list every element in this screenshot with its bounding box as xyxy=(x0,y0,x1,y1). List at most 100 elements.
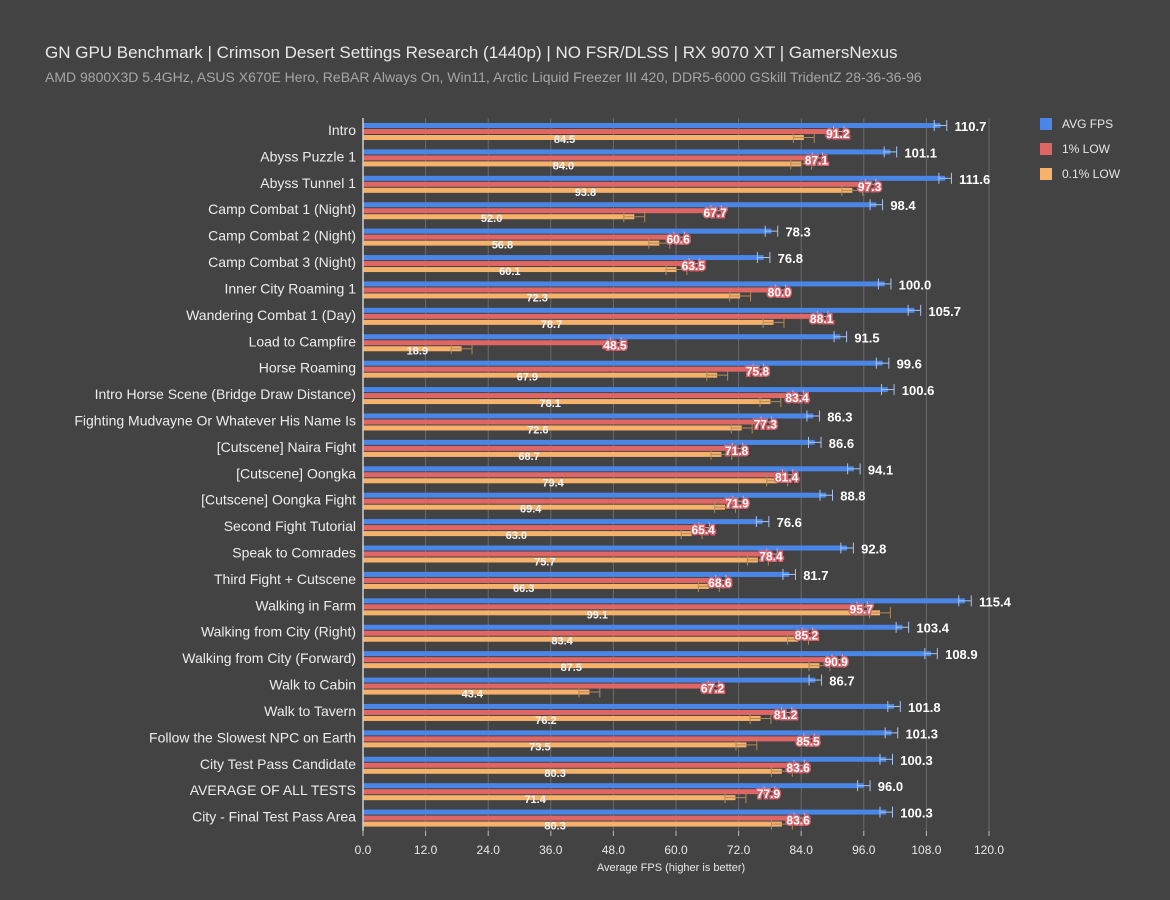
category-label: City Test Pass Candidate xyxy=(200,756,356,772)
data-label-01pct-low: 72.3 xyxy=(526,292,547,304)
bar-01pct-low xyxy=(363,372,718,378)
data-label-avg-fps: 86.3 xyxy=(827,409,852,424)
x-tick-label: 0.0 xyxy=(355,843,372,857)
category-label: Camp Combat 1 (Night) xyxy=(208,201,356,217)
legend-label-avg-fps: AVG FPS xyxy=(1062,116,1114,131)
bar-avg-fps xyxy=(363,255,764,261)
chart-title: GN GPU Benchmark | Crimson Desert Settin… xyxy=(45,43,898,62)
legend: AVG FPS 1% LOW 0.1% LOW xyxy=(1040,111,1120,186)
category-label: Speak to Comrades xyxy=(232,545,356,561)
data-label-01pct-low: 71.4 xyxy=(524,794,546,806)
data-label-01pct-low: 99.1 xyxy=(587,609,608,621)
x-tick-label: 108.0 xyxy=(911,843,941,857)
category-label: Camp Combat 2 (Night) xyxy=(208,228,356,244)
data-label-1pct-low: 71.8 xyxy=(725,444,749,458)
x-tick-label: 60.0 xyxy=(664,843,688,857)
bar-1pct-low xyxy=(363,208,717,214)
bar-01pct-low xyxy=(363,768,782,774)
data-label-1pct-low: 81.2 xyxy=(774,708,798,722)
category-label: Walking in Farm xyxy=(255,597,356,613)
category-label: Abyss Tunnel 1 xyxy=(260,175,356,191)
bar-1pct-low xyxy=(363,683,714,689)
data-label-avg-fps: 110.7 xyxy=(954,119,986,134)
bar-avg-fps xyxy=(363,466,854,472)
data-label-avg-fps: 76.6 xyxy=(777,515,802,530)
data-label-1pct-low: 81.4 xyxy=(775,470,799,484)
category-label: Third Fight + Cutscene xyxy=(214,571,356,587)
data-label-avg-fps: 115.4 xyxy=(979,594,1012,609)
bar-01pct-low xyxy=(363,135,804,140)
data-label-01pct-low: 84.5 xyxy=(554,134,575,146)
category-label: Intro Horse Scene (Bridge Draw Distance) xyxy=(95,386,356,402)
data-label-avg-fps: 108.9 xyxy=(945,647,978,662)
bar-1pct-low xyxy=(363,234,680,240)
bar-1pct-low xyxy=(363,657,838,663)
data-label-avg-fps: 94.1 xyxy=(868,462,893,477)
x-tick-label: 120.0 xyxy=(974,843,1004,857)
category-label: Walk to Tavern xyxy=(264,703,356,719)
data-label-1pct-low: 63.5 xyxy=(682,259,706,273)
data-label-1pct-low: 77.9 xyxy=(757,787,781,801)
x-tick-label: 36.0 xyxy=(539,843,563,857)
data-label-01pct-low: 69.4 xyxy=(520,504,542,516)
data-label-avg-fps: 81.7 xyxy=(803,568,828,583)
category-label: [Cutscene] Oongka Fight xyxy=(201,492,356,508)
category-label: Abyss Puzzle 1 xyxy=(260,148,356,164)
bar-01pct-low xyxy=(363,161,802,167)
data-label-1pct-low: 97.3 xyxy=(858,180,882,194)
data-label-01pct-low: 87.5 xyxy=(561,662,582,674)
bar-01pct-low xyxy=(363,319,774,325)
data-label-1pct-low: 85.2 xyxy=(795,629,819,643)
bar-1pct-low xyxy=(363,445,738,451)
bar-avg-fps xyxy=(363,651,932,657)
bar-avg-fps xyxy=(363,756,887,762)
data-label-avg-fps: 103.4 xyxy=(916,621,949,636)
bar-avg-fps xyxy=(363,439,815,445)
category-label: Inner City Roaming 1 xyxy=(224,280,356,296)
bar-avg-fps xyxy=(363,703,895,709)
bar-01pct-low xyxy=(363,715,761,721)
bar-1pct-low xyxy=(363,261,695,267)
data-label-1pct-low: 48.5 xyxy=(603,338,627,352)
bar-avg-fps xyxy=(363,730,892,736)
bar-avg-fps xyxy=(363,571,790,577)
bar-avg-fps xyxy=(363,281,885,287)
x-tick-label: 12.0 xyxy=(414,843,438,857)
x-tick-label: 24.0 xyxy=(477,843,501,857)
bar-01pct-low xyxy=(363,821,782,827)
legend-item-avg-fps: AVG FPS xyxy=(1040,111,1120,136)
category-label: City - Final Test Pass Area xyxy=(192,809,356,825)
bar-avg-fps xyxy=(363,334,841,340)
data-label-1pct-low: 60.6 xyxy=(666,233,690,247)
bar-avg-fps xyxy=(363,175,946,181)
bar-avg-fps xyxy=(363,307,915,313)
data-label-01pct-low: 78.1 xyxy=(539,398,560,410)
x-axis-label: Average FPS (higher is better) xyxy=(597,862,745,874)
data-label-01pct-low: 56.8 xyxy=(492,240,513,252)
category-label: AVERAGE OF ALL TESTS xyxy=(190,782,356,798)
bar-01pct-low xyxy=(363,663,820,669)
data-label-avg-fps: 78.3 xyxy=(785,225,810,240)
category-label: Walking from City (Right) xyxy=(201,624,356,640)
data-label-01pct-low: 43.4 xyxy=(462,689,484,701)
data-label-1pct-low: 83.6 xyxy=(786,814,810,828)
bar-1pct-low xyxy=(363,155,818,161)
data-label-avg-fps: 101.8 xyxy=(908,700,941,715)
data-label-avg-fps: 96.0 xyxy=(878,779,903,794)
bar-1pct-low xyxy=(363,709,787,715)
data-label-01pct-low: 60.1 xyxy=(499,266,520,278)
data-label-1pct-low: 67.2 xyxy=(701,682,725,696)
bar-01pct-low xyxy=(363,346,462,352)
data-label-avg-fps: 100.6 xyxy=(902,383,935,398)
bar-1pct-low xyxy=(363,313,823,319)
bar-01pct-low xyxy=(363,689,590,695)
data-label-1pct-low: 68.6 xyxy=(708,576,732,590)
x-tick-label: 72.0 xyxy=(727,843,751,857)
bar-1pct-low xyxy=(363,789,770,795)
bar-1pct-low xyxy=(363,498,739,504)
data-label-1pct-low: 91.2 xyxy=(826,127,850,141)
legend-label-1pct-low: 1% LOW xyxy=(1062,141,1111,156)
category-label: Second Fight Tutorial xyxy=(224,518,356,534)
bar-avg-fps xyxy=(363,123,941,128)
